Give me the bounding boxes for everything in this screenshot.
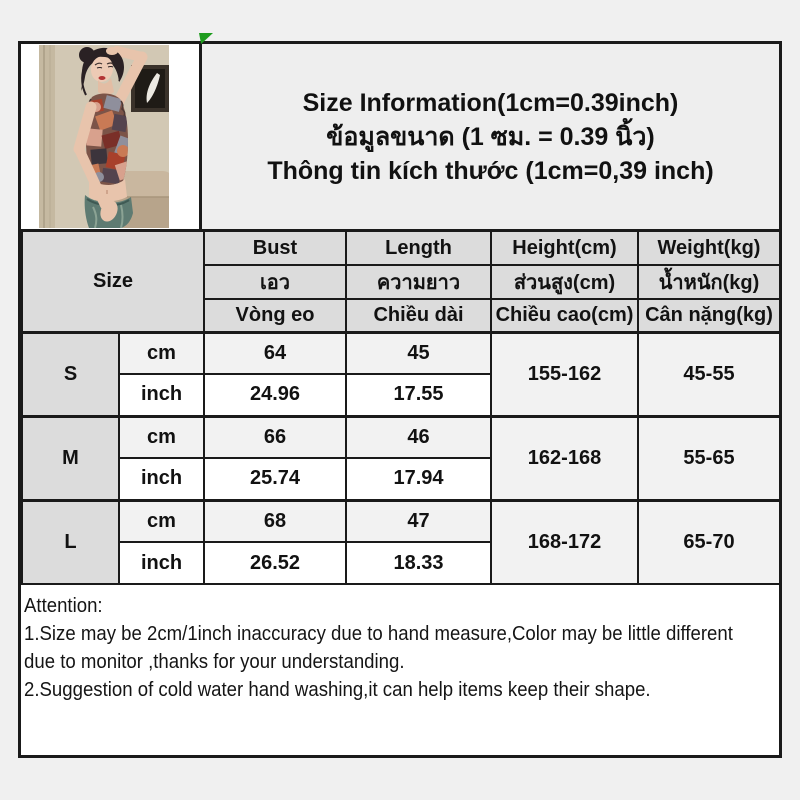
green-corner-flag-icon <box>199 33 213 44</box>
measurement-value: 68 <box>203 498 347 543</box>
model-photo-illustration <box>38 45 169 228</box>
unit-label: cm <box>118 498 205 543</box>
measurement-value: 17.94 <box>345 457 492 501</box>
size-info-title: Size Information(1cm=0.39inch) ข้อมูลขนา… <box>202 44 779 229</box>
measurement-value: 17.55 <box>345 373 492 417</box>
row-l-inch: inch 26.52 18.33 <box>22 541 780 585</box>
col-header-bust-th: เอว <box>203 264 347 300</box>
col-header-length-th: ความยาว <box>345 264 492 300</box>
header-row-en: Size Bust Length Height(cm) Weight(kg) <box>21 232 781 333</box>
row-l-cm: L cm 68 47 168-172 65-70 <box>21 498 781 585</box>
product-photo-cell <box>21 44 202 229</box>
attention-notes: Attention: 1.Size may be 2cm/1inch inacc… <box>21 585 779 704</box>
weight-range: 65-70 <box>637 498 781 585</box>
unit-label: inch <box>118 541 205 585</box>
row-s-inch: inch 24.96 17.55 <box>22 373 780 417</box>
row-m-cm: M cm 66 46 162-168 55-65 <box>21 414 781 501</box>
height-range: 155-162 <box>490 330 639 417</box>
measurement-value: 24.96 <box>203 373 347 417</box>
row-s-cm: S cm 64 45 155-162 45-55 <box>21 330 781 417</box>
picture-frame <box>130 65 169 112</box>
col-header-weight-vi: Cân nặng(kg) <box>637 298 781 333</box>
weight-range: 45-55 <box>637 330 781 417</box>
measurement-value: 64 <box>203 330 347 375</box>
weight-range: 55-65 <box>637 414 781 501</box>
header-row-th: เอว ความยาว ส่วนสูง(cm) น้ำหนัก(kg) <box>22 264 781 300</box>
title-line-th: ข้อมูลขนาด (1 ซม. = 0.39 นิ้ว) <box>326 122 655 151</box>
unit-label: cm <box>118 330 205 375</box>
attention-heading: Attention: <box>24 595 103 617</box>
measurement-value: 18.33 <box>345 541 492 585</box>
size-header: Size <box>21 232 205 333</box>
col-header-height-en: Height(cm) <box>490 232 639 266</box>
title-line-en: Size Information(1cm=0.39inch) <box>302 88 679 117</box>
col-header-weight-en: Weight(kg) <box>637 232 781 266</box>
attention-note2: 2.Suggestion of cold water hand washing,… <box>24 679 651 701</box>
col-header-length-en: Length <box>345 232 492 266</box>
title-line-vi: Thông tin kích thước (1cm=0,39 inch) <box>267 156 714 185</box>
col-header-height-vi: Chiều cao(cm) <box>490 298 639 333</box>
measurement-value: 47 <box>345 498 492 543</box>
col-header-length-vi: Chiều dài <box>345 298 492 333</box>
size-table: Size Bust Length Height(cm) Weight(kg) เ… <box>21 232 781 585</box>
col-header-weight-th: น้ำหนัก(kg) <box>637 264 781 300</box>
unit-label: inch <box>118 457 205 501</box>
measurement-value: 25.74 <box>203 457 347 501</box>
height-range: 168-172 <box>490 498 639 585</box>
unit-label: cm <box>118 414 205 459</box>
attention-note1-line2: due to monitor ,thanks for your understa… <box>24 651 405 673</box>
size-label: L <box>21 498 120 585</box>
measurement-value: 66 <box>203 414 347 459</box>
header-section: Size Information(1cm=0.39inch) ข้อมูลขนา… <box>21 44 779 232</box>
model-figure <box>73 46 147 228</box>
col-header-height-th: ส่วนสูง(cm) <box>490 264 639 300</box>
col-header-bust-en: Bust <box>203 232 347 266</box>
measurement-value: 45 <box>345 330 492 375</box>
measurement-value: 46 <box>345 414 492 459</box>
size-label: S <box>21 330 120 417</box>
measurement-value: 26.52 <box>203 541 347 585</box>
height-range: 162-168 <box>490 414 639 501</box>
attention-note1-line1: 1.Size may be 2cm/1inch inaccuracy due t… <box>24 623 733 645</box>
row-m-inch: inch 25.74 17.94 <box>22 457 780 501</box>
size-chart-sheet: Size Information(1cm=0.39inch) ข้อมูลขนา… <box>18 33 782 758</box>
col-header-bust-vi: Vòng eo <box>203 298 347 333</box>
size-label: M <box>21 414 120 501</box>
header-row-vi: Vòng eo Chiều dài Chiều cao(cm) Cân nặng… <box>22 298 781 333</box>
unit-label: inch <box>118 373 205 417</box>
